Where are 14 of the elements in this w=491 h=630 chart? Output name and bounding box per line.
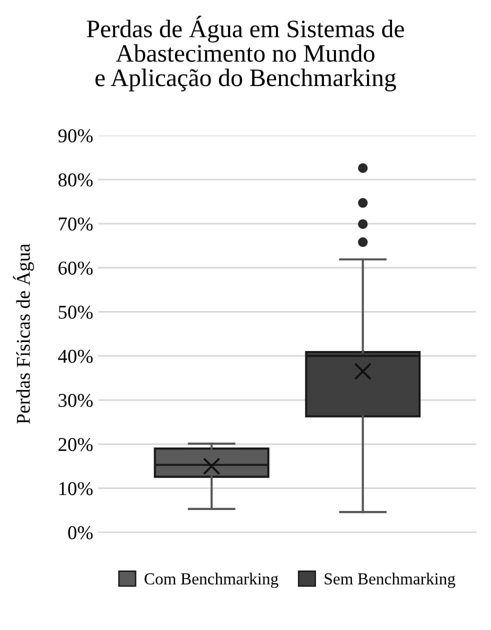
y-tick-label: 90% <box>58 129 93 142</box>
legend-label: Sem Benchmarking <box>324 572 456 588</box>
y-tick-label: 40% <box>58 350 93 363</box>
y-tick-label: 60% <box>58 262 93 275</box>
y-tick-label: 80% <box>58 173 93 187</box>
y-tick-label: 20% <box>58 438 93 452</box>
legend-label: Com Benchmarking <box>144 572 278 588</box>
y-axis-title: Perdas Físicas de Água <box>13 244 34 424</box>
y-tick-label: 10% <box>59 482 93 496</box>
chart-title: Perdas de Água em Sistemas de Abastecimento no Mundo e Aplicação do Benchmarking <box>86 16 404 92</box>
y-tick-label: 50% <box>58 306 93 319</box>
y-tick-label: 0% <box>68 526 93 540</box>
y-tick-label: 30% <box>58 394 93 408</box>
y-tick-label: 70% <box>58 217 93 231</box>
